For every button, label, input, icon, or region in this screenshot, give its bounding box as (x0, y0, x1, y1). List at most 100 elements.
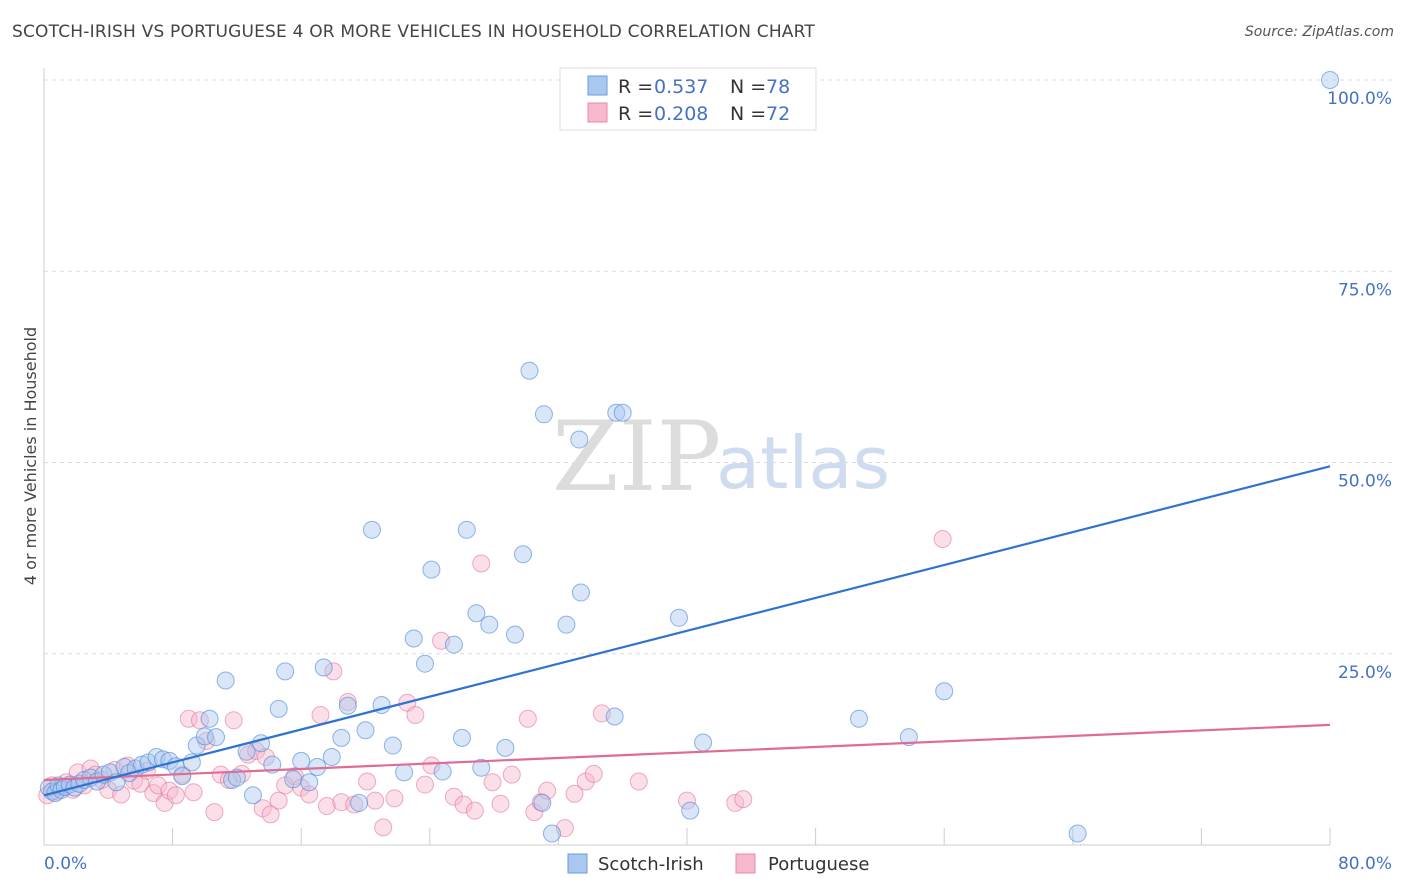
scotch-irish-point (505, 625, 524, 644)
gridlines (44, 79, 1392, 655)
scotch-irish-point (284, 770, 303, 789)
scotch-irish-point (571, 583, 590, 602)
portuguese-point (465, 801, 484, 820)
portuguese-point (324, 662, 343, 681)
scotch-irish-point (533, 793, 552, 812)
scotch-irish-point (520, 361, 539, 380)
scotch-irish-point (467, 604, 486, 623)
portuguese-point (338, 692, 357, 711)
scotch-irish-point (1321, 71, 1339, 89)
portuguese-point (311, 705, 330, 724)
scotch-irish-point (850, 709, 869, 728)
portuguese-point (444, 787, 463, 806)
portuguese-point (269, 791, 288, 810)
portuguese-point (385, 789, 404, 808)
scotch-irish-point (605, 707, 624, 726)
portuguese-point (491, 794, 510, 813)
portuguese-point (734, 790, 753, 809)
scotch-irish-point (292, 751, 311, 770)
scotch-irish-point (332, 728, 351, 747)
scotch-irish-point (542, 824, 561, 843)
axes (43, 68, 1331, 846)
portuguese-point (454, 795, 473, 814)
portuguese-point (184, 783, 203, 802)
scotch-irish-point (314, 658, 333, 677)
scotch-irish-point (669, 608, 688, 627)
top-legend: R = 0.537 N = 78 R = 0.208 N = 72 (559, 67, 817, 131)
watermark-zip: ZIP (552, 401, 721, 513)
legend-n-label-1: N = (730, 76, 766, 98)
portuguese-point (933, 530, 952, 548)
portuguese-point (256, 748, 275, 767)
scotch-irish-point (350, 793, 369, 812)
trend-lines (43, 465, 1331, 797)
legend-r-label-2: R = (618, 103, 653, 125)
portuguese-point (472, 554, 491, 573)
scotch-irish-point (899, 728, 918, 747)
scotch-irish-point (935, 682, 954, 701)
scotch-irish-point (200, 709, 219, 728)
y-tick-label-0: 25.0% (1338, 663, 1392, 683)
portuguese-point (565, 784, 584, 803)
scotch-irish-point (570, 430, 589, 449)
x-tick-label-0: 0.0% (44, 854, 87, 874)
portuguese-point (415, 775, 434, 794)
scotch-irish-point (338, 696, 357, 715)
scotch-irish-point (607, 403, 626, 422)
portuguese-point (483, 773, 502, 792)
scotch-irish-point (415, 654, 434, 673)
bottom-legend-swatch-portuguese (735, 853, 756, 874)
bottom-legend-label-portuguese: Portuguese (768, 854, 869, 875)
legend-n-label-2: N = (730, 103, 766, 125)
portuguese-point (300, 785, 319, 804)
scotch-irish-point (444, 635, 463, 654)
y-tick-label-2: 75.0% (1338, 280, 1392, 300)
portuguese-point (261, 805, 280, 824)
scotch-irish-point (496, 738, 515, 757)
y-tick-label-3: 100.0% (1327, 89, 1392, 109)
scotch-irish-point (472, 758, 491, 777)
scotch-irish-point (243, 786, 262, 805)
scotch-irish-point (433, 762, 452, 781)
scotch-irish-point (276, 662, 295, 681)
portuguese-point (358, 772, 377, 791)
portuguese-point (422, 756, 441, 775)
legend-r-label-1: R = (618, 76, 653, 98)
portuguese-point (531, 793, 550, 812)
portuguese-point (317, 796, 336, 815)
legend-n-value-2: 72 (766, 103, 790, 125)
x-tick-label-1: 80.0% (1338, 854, 1392, 874)
legend-swatch-scotch-irish (587, 75, 608, 96)
scotch-irish-point (452, 728, 471, 747)
scotch-irish-point (613, 403, 632, 422)
scotch-irish-point (269, 699, 288, 718)
scotch-irish-point (404, 629, 423, 648)
legend-n-value-1: 78 (766, 76, 790, 98)
portuguese-point (366, 791, 385, 810)
portuguese-point (205, 803, 224, 822)
portuguese-point (149, 776, 168, 795)
portuguese-point (584, 764, 603, 783)
scotch-irish-point (207, 728, 226, 747)
portuguese-points (38, 530, 952, 838)
scotch-irish-point (534, 405, 553, 424)
portuguese-point (166, 786, 185, 805)
portuguese-point (406, 705, 425, 724)
scotch-irish-point (395, 763, 414, 782)
portuguese-point (518, 709, 537, 728)
scotch-irish-point (480, 615, 499, 634)
legend-swatch-portuguese (587, 102, 608, 123)
scotch-irish-point (173, 767, 192, 786)
tick-labels: 25.0% 50.0% 75.0% 100.0% 0.0% 80.0% (44, 89, 1392, 874)
scotch-irish-point (694, 733, 713, 752)
portuguese-point (179, 709, 198, 728)
scotch-irish-point (322, 748, 341, 767)
portuguese-point (678, 791, 696, 810)
scotch-irish-point (457, 520, 476, 539)
portuguese-trend-line (43, 723, 1331, 782)
scotch-irish-point (227, 768, 246, 787)
legend-r-value-1: 0.537 (654, 76, 708, 98)
scotch-irish-point (300, 773, 319, 792)
portuguese-point (629, 772, 648, 791)
